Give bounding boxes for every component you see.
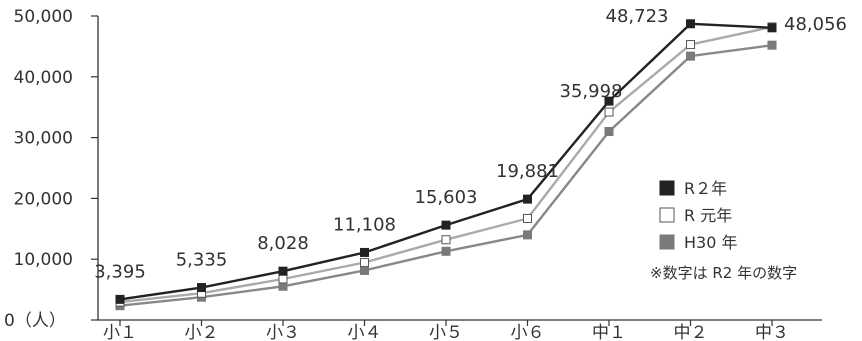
legend-label: H30 年 — [684, 233, 737, 252]
data-point — [441, 220, 451, 230]
x-tick-label: 小４ — [348, 323, 382, 341]
y-tick-label: 30,000 — [14, 129, 73, 149]
data-point — [686, 19, 695, 29]
data-point — [441, 246, 451, 256]
legend-label: R 元年 — [684, 206, 732, 225]
chart-axes — [97, 16, 822, 321]
data-label: 8,028 — [257, 233, 309, 254]
data-point — [523, 230, 532, 240]
y-tick-label: 20,000 — [14, 189, 73, 209]
data-label: 35,998 — [560, 81, 623, 102]
data-point — [360, 265, 369, 275]
data-point — [360, 247, 369, 257]
data-label: 19,881 — [496, 161, 559, 182]
data-point — [604, 127, 614, 137]
legend: R２年 R 元年 H30 年 — [659, 179, 737, 252]
y-axis-ticks: 0（人） 10,000 20,000 30,000 40,000 50,000 — [4, 7, 98, 331]
legend-label: R２年 — [684, 179, 727, 198]
data-point — [523, 213, 532, 223]
x-tick-label: 小１ — [103, 323, 137, 341]
x-tick-label: 小５ — [429, 323, 463, 341]
data-label: 3,395 — [94, 261, 146, 282]
data-label: 48,723 — [606, 6, 669, 27]
data-point — [197, 283, 206, 293]
legend-swatch — [659, 180, 675, 196]
legend-swatch — [659, 234, 675, 250]
series-markers — [115, 19, 777, 311]
y-tick-label: 0（人） — [4, 311, 66, 331]
data-point — [604, 96, 614, 106]
legend-swatch — [659, 207, 675, 223]
x-tick-label: 中２ — [674, 323, 708, 341]
data-label: 48,056 — [784, 14, 847, 35]
data-point — [360, 258, 369, 268]
data-point — [604, 107, 614, 117]
data-point — [115, 294, 125, 304]
data-point — [278, 266, 288, 276]
y-tick-label: 10,000 — [14, 250, 73, 270]
x-tick-label: 小２ — [185, 323, 219, 341]
data-point — [441, 235, 451, 245]
chart-note: ※数字は R2 年の数字 — [650, 264, 797, 282]
x-tick-label: 小６ — [511, 323, 545, 341]
data-point — [278, 274, 288, 284]
y-tick-label: 40,000 — [14, 68, 73, 88]
x-tick-label: 中３ — [755, 323, 789, 341]
data-point — [767, 40, 777, 50]
data-point — [767, 23, 777, 33]
data-point — [523, 194, 532, 204]
x-axis-ticks: 小１ 小２ 小３ 小４ 小５ 小６ 中１ 中２ 中３ — [103, 320, 789, 341]
data-point — [686, 40, 695, 50]
data-labels: 3,395 5,335 8,028 11,108 15,603 19,881 35,998 4… — [94, 6, 847, 283]
x-tick-label: 小３ — [266, 323, 300, 341]
data-label: 11,108 — [333, 214, 396, 235]
data-label: 15,603 — [415, 187, 478, 208]
data-label: 5,335 — [176, 250, 228, 271]
x-tick-label: 中１ — [592, 323, 626, 341]
y-tick-label: 50,000 — [14, 7, 73, 27]
data-point — [686, 51, 695, 61]
